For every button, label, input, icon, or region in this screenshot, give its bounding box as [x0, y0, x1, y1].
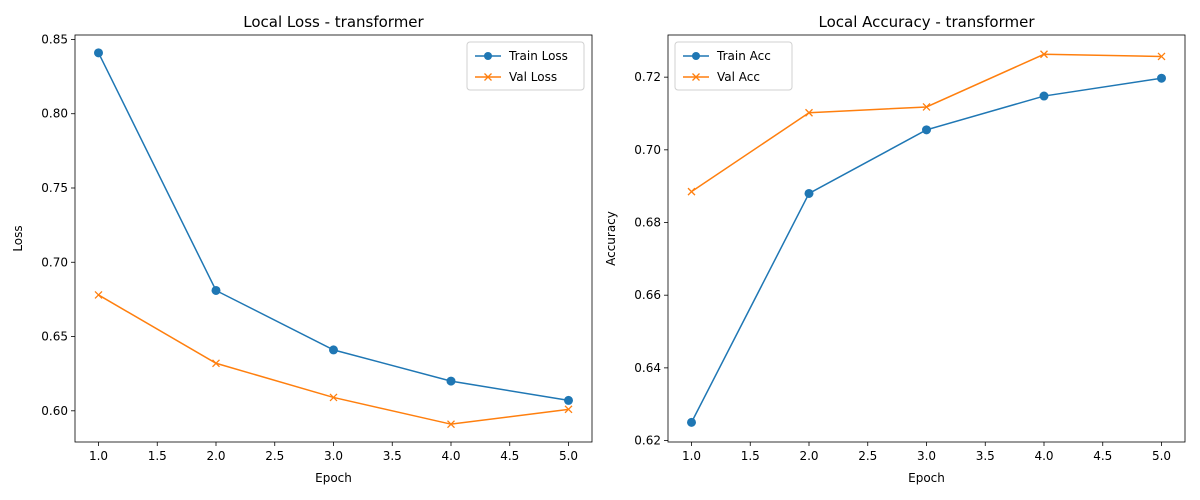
- loss-x-tick-label: 1.0: [89, 449, 108, 463]
- accuracy-y-tick-label: 0.68: [634, 216, 661, 230]
- accuracy-chart-title: Local Accuracy - transformer: [818, 13, 1035, 31]
- loss-legend-box: [466, 41, 585, 91]
- accuracy-x-axis-label: Epoch: [908, 471, 945, 485]
- train-loss-point: [446, 376, 456, 386]
- accuracy-x-tick-label: 4.5: [1093, 449, 1112, 463]
- accuracy-x-tick-label: 1.0: [682, 449, 701, 463]
- train-acc-legend-label: Train Acc: [716, 49, 771, 63]
- loss-x-tick-label: 1.5: [148, 449, 167, 463]
- accuracy-chart-panel: Local Accuracy - transformer 1.0 1.5 2.0 2.5…: [604, 13, 1186, 485]
- train-loss-point: [211, 285, 221, 295]
- loss-y-tick-label: 0.70: [41, 255, 68, 269]
- loss-x-tick-label: 3.5: [383, 449, 402, 463]
- accuracy-x-tick-label: 2.5: [858, 449, 877, 463]
- loss-x-tick-label: 2.5: [265, 449, 284, 463]
- train-loss-point: [94, 48, 103, 58]
- accuracy-x-tick-label: 4.0: [1034, 449, 1053, 463]
- loss-legend: Train Loss Val Loss: [466, 41, 585, 91]
- val-loss-point: [564, 405, 573, 414]
- accuracy-y-tick-label: 0.70: [634, 143, 661, 157]
- loss-y-tick-label: 0.60: [41, 404, 68, 418]
- loss-chart-title: Local Loss - transformer: [243, 13, 424, 31]
- train-acc-point: [922, 125, 931, 135]
- val-acc-point: [805, 108, 813, 117]
- accuracy-x-tick-label: 3.5: [976, 449, 995, 463]
- accuracy-y-tick-label: 0.72: [634, 70, 661, 84]
- loss-y-axis-label: Loss: [11, 225, 25, 251]
- val-acc-legend-marker: [692, 73, 700, 81]
- train-acc-point: [1157, 73, 1166, 83]
- accuracy-x-tick-label: 5.0: [1152, 449, 1171, 463]
- train-loss-legend-label: Train Loss: [508, 49, 568, 63]
- val-loss-line: [98, 294, 569, 425]
- train-loss-point: [564, 395, 573, 405]
- val-acc-point: [1157, 52, 1166, 61]
- train-acc-legend-marker: [692, 52, 700, 60]
- val-loss-point: [94, 290, 103, 299]
- train-loss-legend-marker: [484, 52, 492, 60]
- val-loss-point: [447, 420, 455, 429]
- loss-x-tick-label: 5.0: [559, 449, 578, 463]
- loss-x-tick-label: 4.0: [441, 449, 460, 463]
- loss-plot-frame: [74, 34, 593, 443]
- loss-chart-panel: Local Loss - transformer 1.0 1.5 2.0 2.5 3.0 3…: [11, 13, 593, 485]
- val-acc-legend-label: Val Acc: [717, 70, 760, 84]
- loss-x-tick-label: 3.0: [324, 449, 343, 463]
- accuracy-x-tick-label: 2.0: [799, 449, 818, 463]
- val-acc-point: [1040, 50, 1048, 59]
- train-acc-point: [804, 188, 814, 198]
- accuracy-y-tick-label: 0.62: [634, 434, 661, 448]
- val-loss-point: [212, 359, 220, 368]
- accuracy-x-tick-label: 1.5: [741, 449, 760, 463]
- loss-y-tick-label: 0.80: [41, 107, 68, 121]
- val-loss-legend-label: Val Loss: [509, 70, 557, 84]
- accuracy-x-tick-label: 3.0: [917, 449, 936, 463]
- loss-x-tick-label: 4.5: [500, 449, 519, 463]
- accuracy-legend-box: [674, 41, 793, 91]
- loss-y-tick-label: 0.65: [41, 330, 68, 344]
- val-loss-legend-marker: [484, 73, 492, 81]
- loss-y-tick-label: 0.85: [41, 32, 68, 46]
- accuracy-plot-frame: [667, 34, 1186, 443]
- val-loss-point: [329, 393, 338, 402]
- val-acc-point: [922, 102, 931, 111]
- loss-y-tick-label: 0.75: [41, 181, 68, 195]
- train-loss-point: [329, 345, 338, 355]
- accuracy-y-tick-label: 0.66: [634, 288, 661, 302]
- accuracy-y-axis-label: Accuracy: [604, 211, 618, 266]
- val-acc-point: [687, 187, 696, 196]
- accuracy-legend: Train Acc Val Acc: [674, 41, 793, 91]
- train-acc-point: [1039, 91, 1049, 101]
- train-acc-point: [687, 417, 696, 427]
- loss-x-tick-label: 2.0: [206, 449, 225, 463]
- accuracy-y-tick-label: 0.64: [634, 361, 661, 375]
- loss-x-axis-label: Epoch: [315, 471, 352, 485]
